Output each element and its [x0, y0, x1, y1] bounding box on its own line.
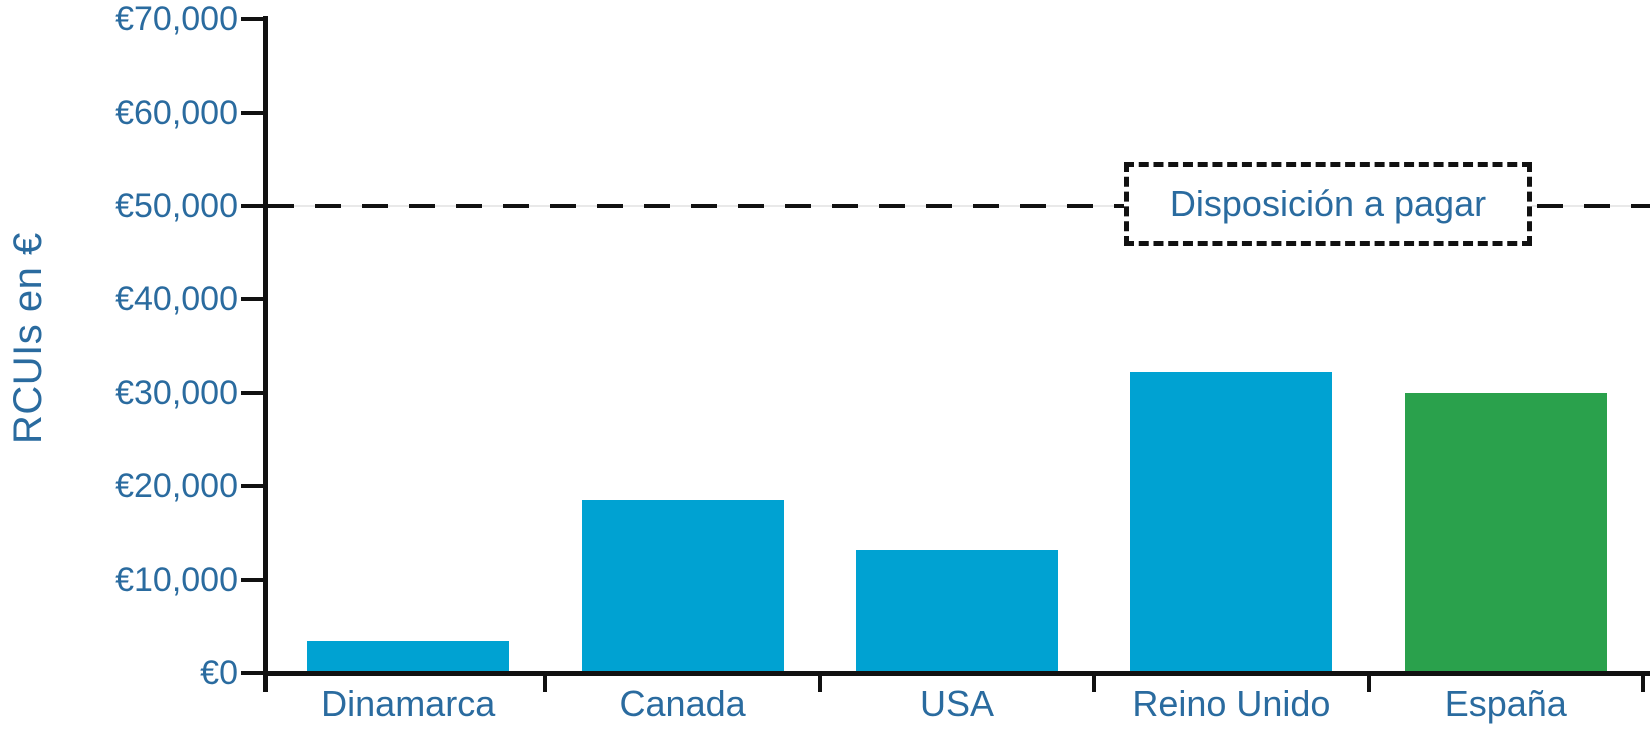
y-tick-mark — [241, 110, 264, 115]
x-tick-mark — [543, 671, 548, 692]
y-tick-label: €10,000 — [115, 560, 238, 599]
bar-canada — [581, 500, 784, 671]
bar-reino-unido — [1130, 372, 1333, 671]
bar-usa — [856, 549, 1058, 671]
y-axis-line — [263, 16, 268, 692]
y-tick-label: €70,000 — [115, 0, 238, 39]
y-tick-label: €40,000 — [115, 280, 238, 319]
x-tick-mark — [1092, 671, 1097, 692]
threshold-label-box: Disposición a pagar — [1124, 162, 1532, 246]
x-category-label: España — [1444, 683, 1567, 724]
x-tick-mark — [1641, 671, 1645, 692]
x-tick-mark — [817, 671, 822, 692]
x-category-label: Canada — [619, 683, 746, 724]
y-tick-label: €60,000 — [115, 93, 238, 132]
y-tick-label: €50,000 — [115, 187, 238, 225]
threshold-dashed-line — [268, 204, 1650, 208]
threshold-label: Disposición a pagar — [1169, 183, 1487, 224]
x-tick-mark — [1366, 671, 1371, 692]
x-axis-line — [263, 671, 1650, 676]
y-tick-mark — [241, 390, 264, 395]
x-category-label: Reino Unido — [1132, 683, 1331, 724]
bar-dinamarca — [307, 641, 510, 671]
y-tick-label: €30,000 — [115, 373, 238, 412]
bar-españa — [1404, 392, 1607, 671]
y-tick-label: €20,000 — [115, 467, 238, 506]
x-category-label: Dinamarca — [321, 683, 496, 724]
y-tick-mark — [241, 671, 264, 675]
y-tick-mark — [241, 297, 264, 302]
y-axis-title: RCUIs en € — [6, 232, 50, 444]
y-tick-mark — [241, 577, 264, 582]
y-tick-mark — [241, 17, 264, 22]
y-tick-mark — [241, 484, 264, 489]
y-tick-label: €0 — [200, 654, 238, 692]
x-category-label: USA — [919, 683, 995, 724]
y-tick-mark — [241, 204, 264, 208]
